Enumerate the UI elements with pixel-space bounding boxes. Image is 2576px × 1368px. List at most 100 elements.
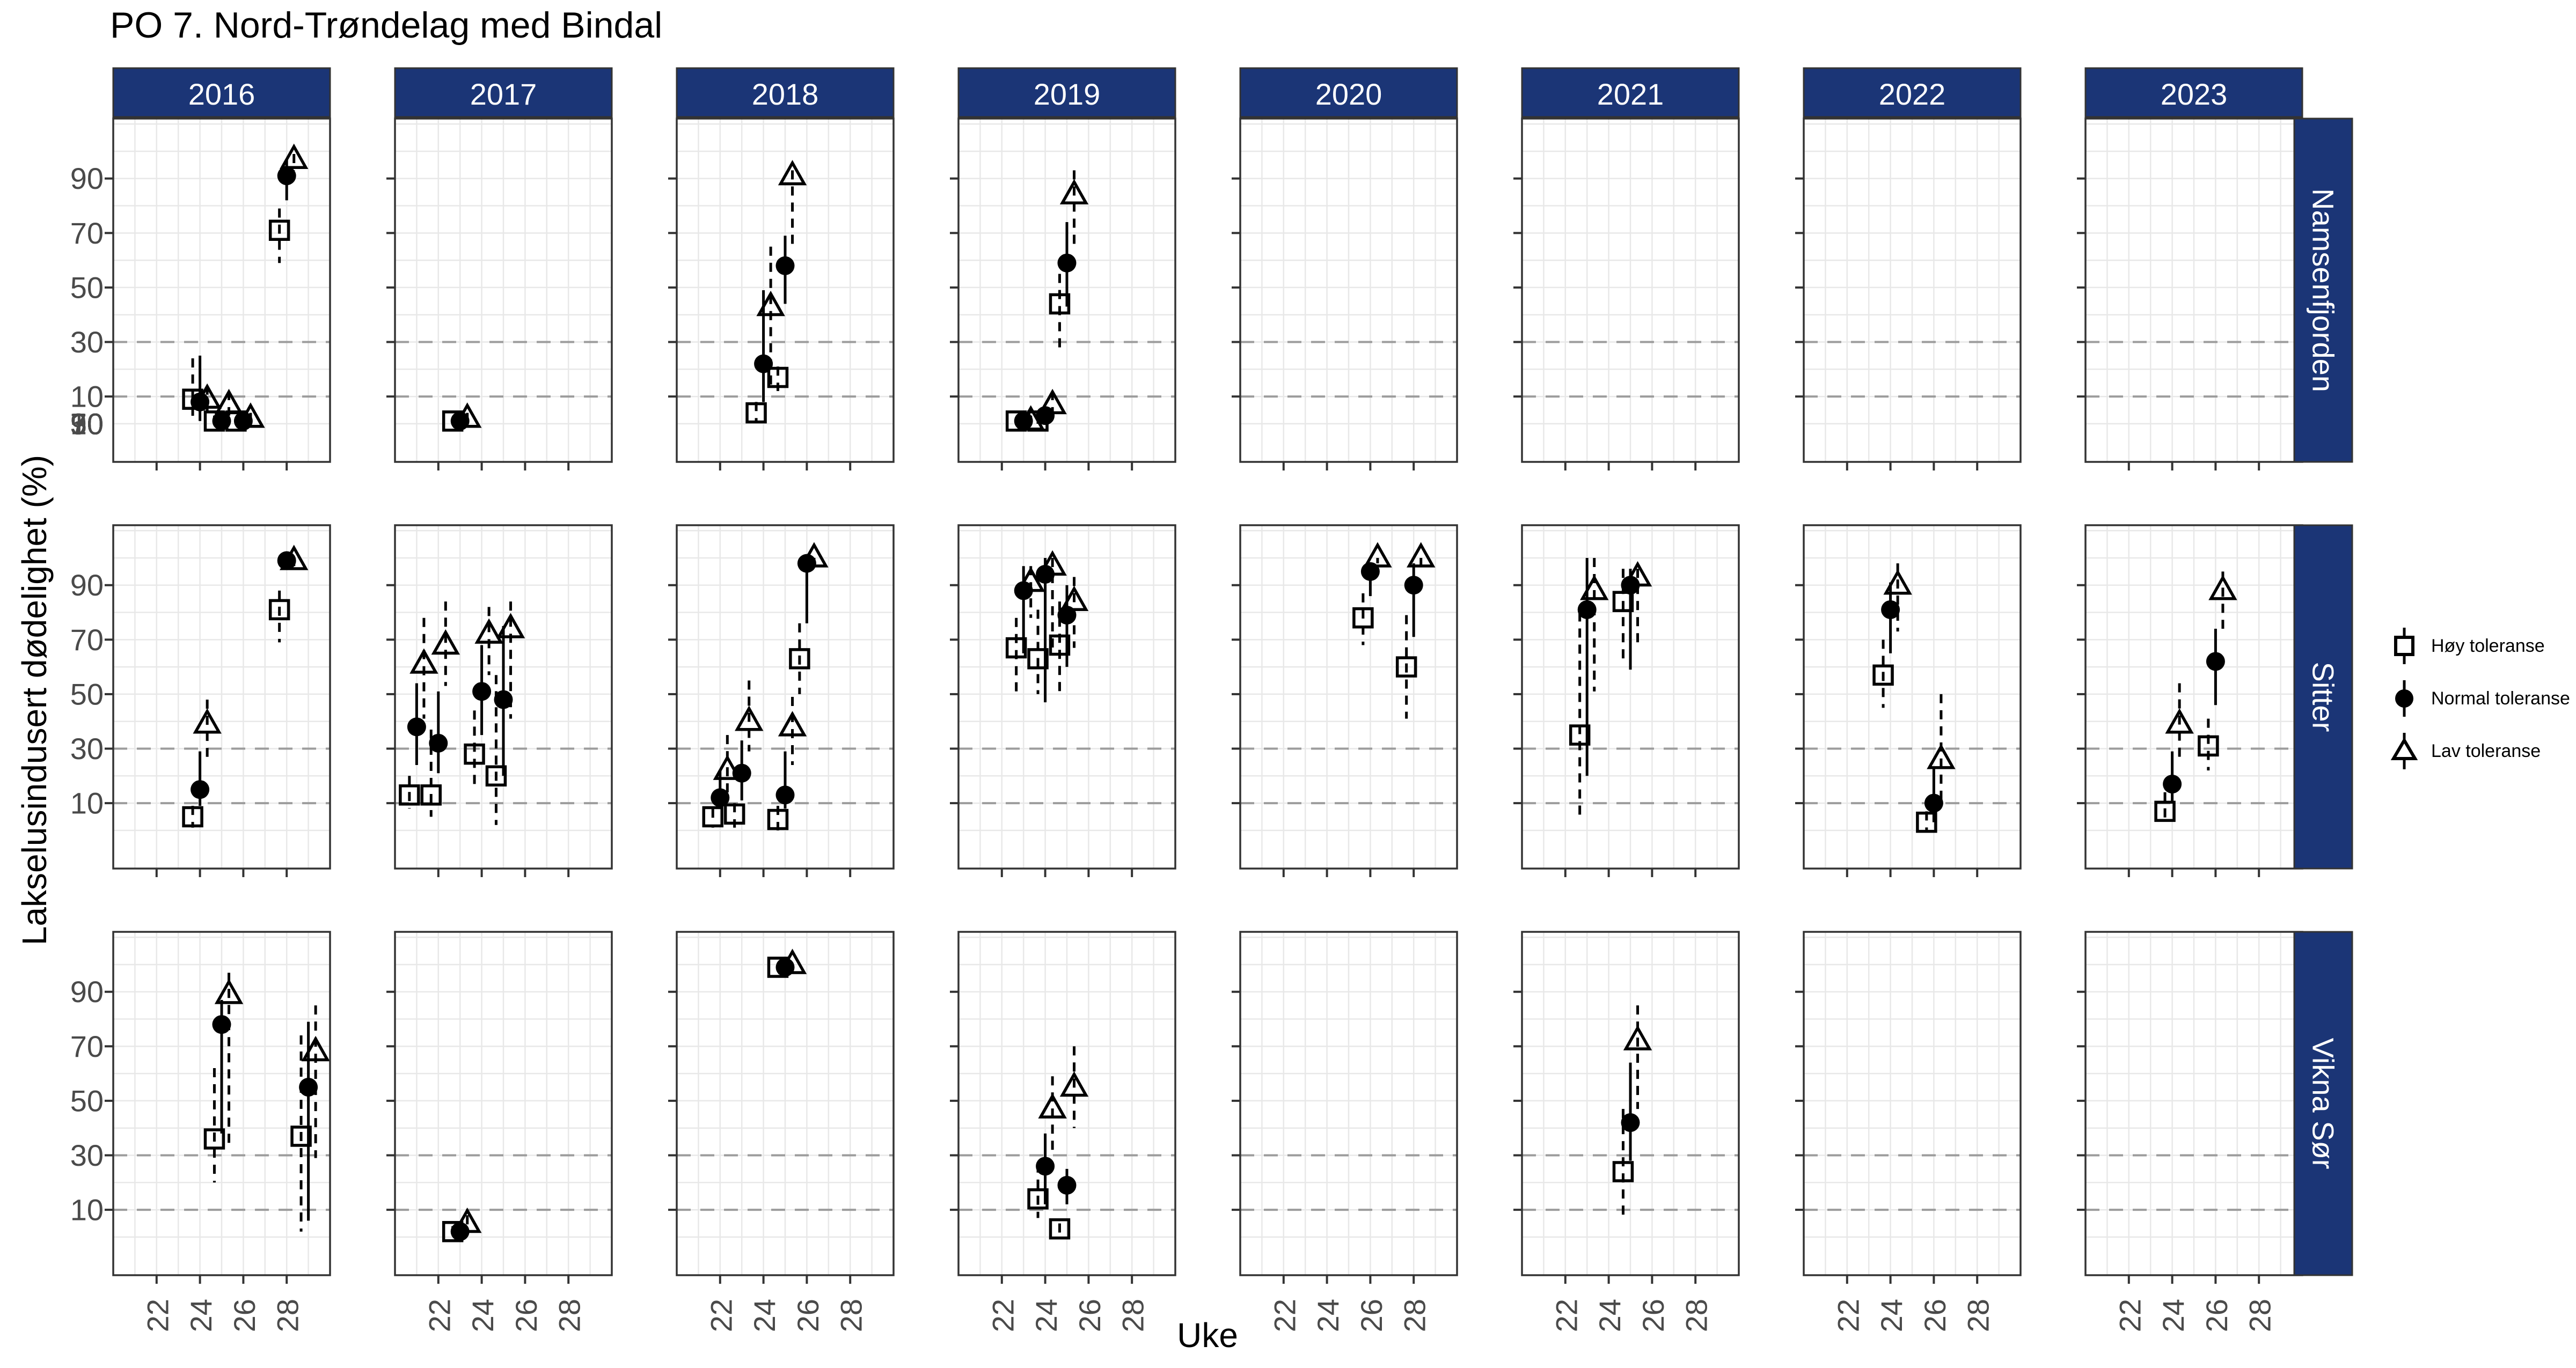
point-hoy-square bbox=[203, 1128, 225, 1150]
y-tick-label: 30 bbox=[70, 407, 104, 440]
point-lav-triangle bbox=[280, 545, 309, 570]
facet-strip-label: 2023 bbox=[2161, 77, 2228, 111]
point-lav-triangle bbox=[1059, 585, 1089, 611]
x-tick-label: 28 bbox=[835, 1299, 868, 1332]
facet-panel bbox=[1795, 932, 2021, 1284]
point-hoy-square bbox=[268, 219, 290, 241]
y-tick-label: 30 bbox=[70, 1138, 104, 1172]
facet-strip-year: 2022 bbox=[1803, 67, 2022, 118]
panel-border bbox=[394, 931, 613, 1276]
point-normal-circle bbox=[1057, 1175, 1077, 1195]
panel-data bbox=[702, 542, 829, 830]
facet-strip-region: Vikna Sør bbox=[2293, 931, 2353, 1276]
panel-data bbox=[1005, 170, 1089, 432]
point-lav-triangle bbox=[280, 143, 309, 169]
point-hoy-square bbox=[2154, 800, 2176, 822]
point-hoy-square bbox=[1569, 724, 1591, 746]
y-tick-label: 70 bbox=[70, 216, 104, 250]
point-lav-triangle bbox=[409, 648, 438, 674]
x-tick-label: 22 bbox=[1831, 1299, 1865, 1332]
point-hoy-square bbox=[723, 803, 745, 825]
facet-strip-year: 2018 bbox=[676, 67, 895, 118]
y-tick-label: 30 bbox=[70, 325, 104, 359]
point-lav-triangle bbox=[778, 948, 807, 974]
x-axis-title: Uke bbox=[1177, 1316, 1238, 1355]
point-lav-triangle bbox=[800, 542, 829, 568]
panel-border bbox=[1803, 524, 2022, 870]
panel-border bbox=[676, 117, 895, 463]
point-normal-circle bbox=[775, 785, 795, 805]
point-lav-triangle bbox=[1038, 1093, 1067, 1119]
point-normal-circle bbox=[1057, 253, 1077, 273]
x-tick-label: 28 bbox=[1398, 1299, 1432, 1332]
x-tick-label: 26 bbox=[1073, 1299, 1107, 1332]
x-tick-label: 28 bbox=[271, 1299, 305, 1332]
x-tick-label: 28 bbox=[553, 1299, 587, 1332]
panel-border bbox=[957, 931, 1176, 1276]
facet-panel bbox=[950, 525, 1175, 877]
panel-border bbox=[957, 524, 1176, 870]
x-tick-label: 24 bbox=[748, 1299, 781, 1332]
y-tick-label: 90 bbox=[70, 568, 104, 602]
facet-strip-label: 2021 bbox=[1597, 77, 1664, 111]
facet-strip-label: Namsenfjorden bbox=[2307, 188, 2340, 392]
y-axis-title: Lakselusindusert dødelighet (%) bbox=[15, 454, 54, 946]
legend-label: Normal toleranse bbox=[2431, 688, 2570, 709]
y-tick-label: 90 bbox=[70, 407, 104, 440]
y-tick-label: 10 bbox=[70, 1193, 104, 1227]
point-normal-circle bbox=[1036, 1157, 1055, 1176]
x-tick-label: 26 bbox=[791, 1299, 825, 1332]
point-normal-circle bbox=[429, 733, 448, 753]
point-normal-circle bbox=[472, 682, 492, 701]
facet-strip-label: 2016 bbox=[188, 77, 255, 111]
legend-item-normal: Normal toleranse bbox=[2387, 679, 2576, 718]
point-hoy-square bbox=[1027, 1188, 1049, 1210]
y-tick-label: 70 bbox=[70, 623, 104, 657]
facet-strip-year: 2019 bbox=[957, 67, 1176, 118]
panel-border bbox=[394, 117, 613, 463]
facet-panel bbox=[1513, 932, 1739, 1284]
facet-panel bbox=[1232, 932, 1457, 1284]
x-tick-label: 26 bbox=[1636, 1299, 1670, 1332]
panel-border bbox=[1803, 117, 2022, 463]
point-normal-circle bbox=[2163, 775, 2182, 794]
x-tick-label: 22 bbox=[1268, 1299, 1301, 1332]
point-lav-triangle bbox=[1623, 561, 1652, 587]
point-normal-circle bbox=[1404, 576, 1423, 595]
point-lav-triangle bbox=[778, 711, 807, 737]
x-tick-label: 24 bbox=[184, 1299, 218, 1332]
x-tick-label: 26 bbox=[2200, 1299, 2234, 1332]
facet-panel bbox=[105, 932, 330, 1284]
x-tick-label: 24 bbox=[1029, 1299, 1063, 1332]
point-lav-triangle bbox=[193, 708, 222, 734]
facet-panel bbox=[1795, 119, 2021, 470]
point-hoy-square bbox=[1872, 664, 1894, 686]
legend: Høy toleranse Normal toleranse Lav toler… bbox=[2387, 627, 2576, 770]
facet-strip-label: Vikna Sør bbox=[2307, 1038, 2340, 1170]
facet-strip-year: 2017 bbox=[394, 67, 613, 118]
point-lav-triangle bbox=[1059, 179, 1089, 204]
x-tick-label: 24 bbox=[2156, 1299, 2190, 1332]
point-normal-circle bbox=[1924, 793, 1943, 813]
point-hoy-square bbox=[767, 808, 789, 830]
square-open-icon bbox=[2394, 628, 2414, 664]
panel-border bbox=[1239, 524, 1458, 870]
point-lav-triangle bbox=[214, 979, 244, 1004]
point-lav-triangle bbox=[1038, 550, 1067, 576]
point-hoy-square bbox=[1916, 811, 1937, 833]
triangle-open-icon bbox=[2390, 733, 2418, 769]
panel-data bbox=[182, 143, 309, 432]
point-lav-triangle bbox=[453, 1207, 482, 1233]
panel-data bbox=[1352, 542, 1436, 719]
point-normal-circle bbox=[732, 763, 751, 783]
point-lav-triangle bbox=[1580, 575, 1609, 600]
point-hoy-square bbox=[1049, 1218, 1071, 1240]
facet-panel bbox=[105, 525, 330, 877]
legend-label: Høy toleranse bbox=[2431, 635, 2545, 656]
point-lav-triangle bbox=[474, 618, 503, 644]
x-tick-label: 24 bbox=[466, 1299, 500, 1332]
y-tick-label: 50 bbox=[70, 1084, 104, 1117]
point-hoy-square bbox=[702, 806, 724, 828]
point-lav-triangle bbox=[1407, 542, 1436, 568]
